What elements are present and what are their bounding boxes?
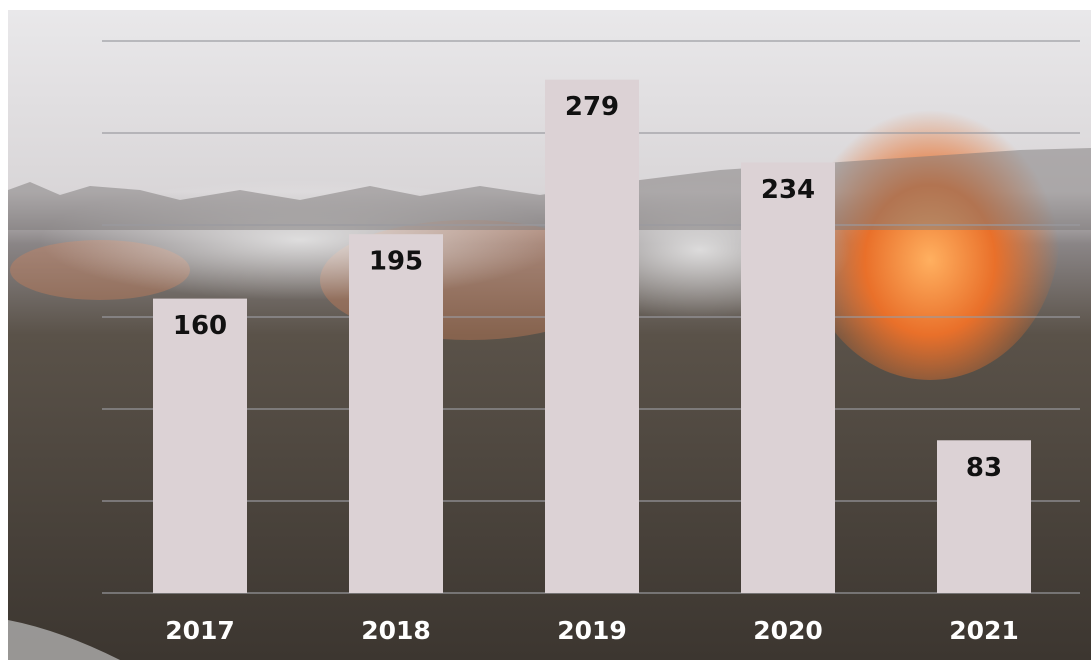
x-tick-label: 2019 — [557, 616, 627, 645]
value-label: 195 — [369, 247, 423, 277]
bar — [545, 79, 639, 593]
x-tick-label: 2017 — [165, 616, 235, 645]
value-label: 83 — [966, 453, 1002, 483]
bar — [349, 234, 443, 593]
bar — [937, 440, 1031, 593]
x-tick-label: 2020 — [753, 616, 823, 645]
bar — [153, 298, 247, 593]
bar — [741, 162, 835, 593]
value-label: 279 — [565, 92, 619, 122]
value-label: 234 — [761, 175, 815, 205]
x-tick-label: 2021 — [949, 616, 1019, 645]
x-tick-label: 2018 — [361, 616, 431, 645]
value-label: 160 — [173, 311, 227, 341]
